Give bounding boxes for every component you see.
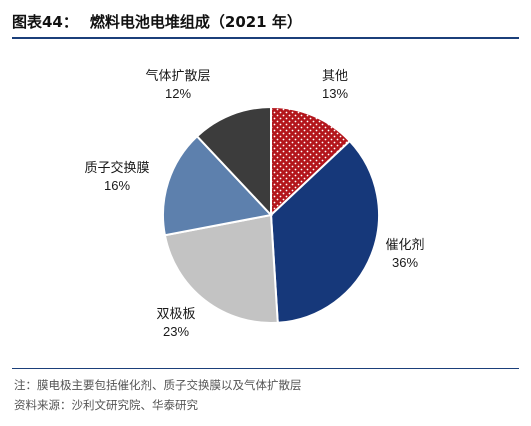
pie-slice-1	[269, 139, 380, 324]
note-text: 注：膜电极主要包括催化剂、质子交换膜以及气体扩散层	[14, 378, 302, 392]
slice-label-0: 其他	[322, 69, 348, 84]
figure-title: 燃料电池电堆组成（2021 年）	[89, 12, 302, 31]
pie-slice-4	[195, 105, 272, 218]
slice-value-4: 12%	[165, 86, 191, 101]
slice-label-4: 气体扩散层	[145, 68, 210, 84]
pie-slice-0	[270, 105, 352, 218]
pie-slice-3	[162, 134, 273, 237]
slice-label-1: 催化剂	[385, 238, 424, 253]
source-text: 资料来源：沙利文研究院、华泰研究	[14, 398, 198, 412]
pie-slice-2	[163, 213, 279, 324]
slice-value-2: 23%	[163, 324, 189, 339]
pie-labels: 其他 13% 催化剂 36% 双极板 23% 质子交换膜 16% 气体扩散层 12%	[84, 68, 424, 339]
figure-label: 图表44：	[12, 12, 78, 31]
footer-rule	[12, 368, 519, 369]
slice-label-3: 质子交换膜	[84, 160, 149, 176]
pie-slices	[162, 105, 380, 324]
figure-title-bar: 图表44： 燃料电池电堆组成（2021 年）	[12, 6, 519, 36]
slice-label-2: 双极板	[156, 307, 195, 322]
slice-value-3: 16%	[104, 178, 130, 193]
slice-value-0: 13%	[322, 86, 348, 101]
slice-value-1: 36%	[392, 255, 418, 270]
title-rule	[12, 37, 519, 39]
